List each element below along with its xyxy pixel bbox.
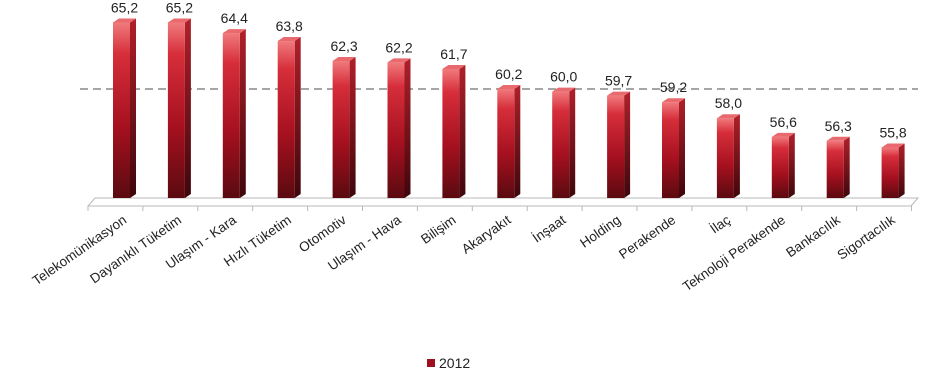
- category-label: İlaç: [707, 212, 733, 236]
- bar: [113, 18, 136, 198]
- value-label: 58,0: [715, 95, 742, 111]
- legend-label: 2012: [439, 355, 471, 371]
- category-label: Bilişim: [418, 212, 459, 247]
- value-labels: 65,2 65,2 64,4 63,8 62,3 62,2 61,7 60,2 60,0 59,7…: [111, 0, 907, 140]
- bar: [497, 84, 521, 198]
- bar: [716, 114, 740, 198]
- value-label: 63,8: [276, 18, 303, 34]
- bar: [332, 57, 356, 199]
- value-label: 65,2: [166, 0, 193, 15]
- value-label: 60,2: [495, 66, 522, 82]
- category-label: Telekomünikasyon: [30, 212, 130, 288]
- bar: [277, 37, 301, 199]
- value-label: 56,3: [825, 118, 852, 134]
- value-label: 62,2: [385, 39, 412, 55]
- category-label: Dayanıklı Tüketim: [87, 212, 184, 286]
- legend-swatch: [427, 359, 435, 367]
- value-label: 65,2: [111, 0, 138, 15]
- value-label: 59,7: [605, 73, 632, 89]
- value-label: 60,0: [550, 69, 577, 85]
- category-label: Akaryakıt: [459, 212, 514, 257]
- category-label: Sigortacılık: [835, 212, 899, 263]
- bar: [607, 91, 631, 198]
- category-label: Teknoloji Perakende: [680, 212, 788, 294]
- category-label: Holding: [577, 212, 623, 251]
- floor-plane: [86, 197, 920, 207]
- bar: [771, 132, 795, 198]
- category-label: İnşaat: [530, 212, 569, 246]
- bar: [442, 64, 466, 199]
- value-label: 62,3: [330, 38, 357, 54]
- bar: [387, 58, 411, 199]
- legend: 2012: [427, 355, 470, 371]
- bar: [662, 98, 685, 198]
- value-label: 55,8: [879, 124, 906, 140]
- bar: [552, 87, 576, 198]
- chart-floor: [86, 197, 920, 211]
- bar: [881, 143, 905, 198]
- category-label: Bankacılık: [783, 212, 843, 260]
- bars: [113, 18, 905, 199]
- bar: [826, 136, 850, 198]
- value-label: 59,2: [660, 79, 687, 95]
- value-label: 56,6: [770, 114, 797, 130]
- bar: [222, 29, 246, 198]
- value-label: 61,7: [440, 46, 467, 62]
- value-label: 64,4: [221, 10, 248, 26]
- bar: [167, 18, 191, 198]
- category-label: Perakende: [616, 212, 678, 262]
